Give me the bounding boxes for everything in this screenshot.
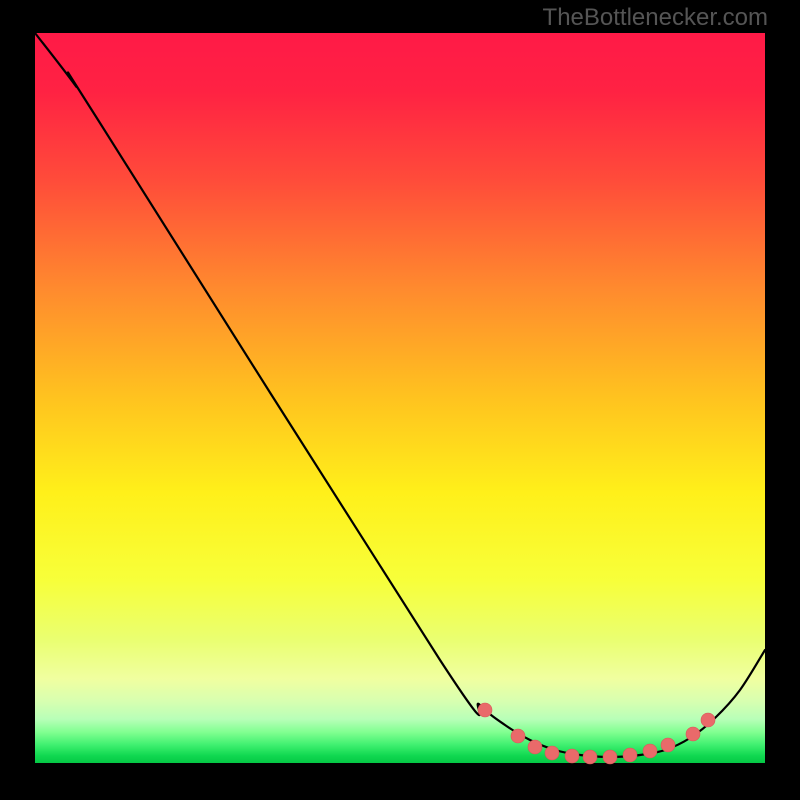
plot-area: [35, 33, 765, 763]
curve-marker: [686, 727, 700, 741]
watermark-text: TheBottlenecker.com: [543, 4, 768, 32]
curve-marker: [528, 740, 542, 754]
curve-marker: [545, 746, 559, 760]
curve-marker: [701, 713, 715, 727]
curve-marker: [623, 748, 637, 762]
chart-svg: [0, 0, 800, 800]
curve-marker: [565, 749, 579, 763]
curve-marker: [661, 738, 675, 752]
chart-canvas: TheBottlenecker.com: [0, 0, 800, 800]
curve-marker: [603, 750, 617, 764]
curve-marker: [478, 703, 492, 717]
curve-marker: [511, 729, 525, 743]
curve-marker: [643, 744, 657, 758]
curve-marker: [583, 750, 597, 764]
